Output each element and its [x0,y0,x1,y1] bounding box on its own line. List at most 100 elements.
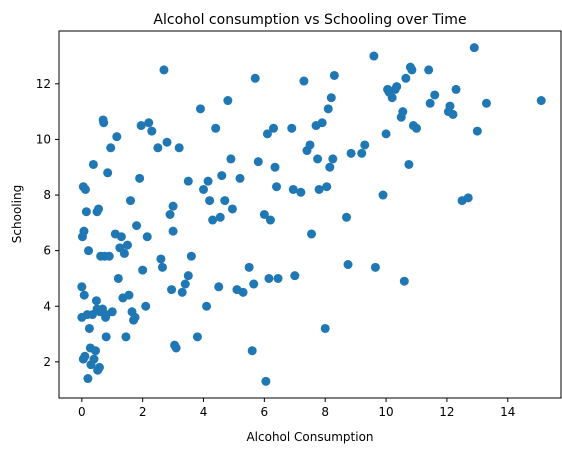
data-point [371,263,380,272]
data-point [103,168,112,177]
data-point [106,143,115,152]
data-point [108,307,117,316]
points-layer [77,43,545,386]
data-point [426,99,435,108]
data-point [296,188,305,197]
data-point [184,177,193,186]
data-point [181,280,190,289]
data-point [342,213,351,222]
data-point [85,324,94,333]
data-point [120,249,129,258]
x-tick-label: 6 [261,405,269,419]
x-tick-label: 10 [378,405,393,419]
data-point [245,263,254,272]
data-point [159,65,168,74]
data-point [430,90,439,99]
data-point [89,160,98,169]
data-point [398,107,407,116]
data-point [327,93,336,102]
data-point [473,127,482,136]
data-point [322,182,331,191]
data-point [274,274,283,283]
data-point [132,221,141,230]
data-point [147,127,156,136]
data-point [80,291,89,300]
data-point [261,377,270,386]
data-point [228,204,237,213]
data-point [272,182,281,191]
data-point [379,191,388,200]
data-point [412,124,421,133]
data-point [401,74,410,83]
data-point [131,313,140,322]
data-point [82,207,91,216]
data-point [236,174,245,183]
data-point [143,232,152,241]
data-point [193,332,202,341]
data-point [330,71,339,80]
data-point [172,343,181,352]
x-axis-label: Alcohol Consumption [246,430,373,444]
data-point [325,163,334,172]
data-point [400,277,409,286]
data-point [318,118,327,127]
y-axis-label: Schooling [10,185,24,243]
data-point [80,352,89,361]
data-point [299,77,308,86]
x-tick-label: 14 [500,405,515,419]
data-point [217,171,226,180]
data-point [290,271,299,280]
data-point [79,227,88,236]
data-point [266,216,275,225]
x-axis-ticks: 0 2 4 6 8 10 12 14 [78,398,515,419]
data-point [392,82,401,91]
data-point [175,143,184,152]
data-point [117,232,126,241]
data-point [328,154,337,163]
x-tick-label: 4 [200,405,208,419]
data-point [202,302,211,311]
data-point [178,288,187,297]
data-point [251,74,260,83]
data-point [369,52,378,61]
data-point [407,65,416,74]
y-axis-ticks: 2 4 6 8 10 12 [36,77,59,369]
data-point [163,138,172,147]
data-point [187,252,196,261]
data-point [84,246,93,255]
data-point [482,99,491,108]
data-point [360,140,369,149]
data-point [223,96,232,105]
data-point [144,118,153,127]
data-point [249,280,258,289]
data-point [239,288,248,297]
data-point [226,154,235,163]
data-point [89,355,98,364]
data-point [205,196,214,205]
data-point [153,143,162,152]
y-tick-label: 2 [43,355,51,369]
data-point [388,93,397,102]
data-point [141,302,150,311]
data-point [196,104,205,113]
data-point [169,202,178,211]
data-point [357,149,366,158]
data-point [537,96,546,105]
data-point [77,282,86,291]
data-point [382,129,391,138]
data-point [248,346,257,355]
data-point [102,332,111,341]
data-point [321,324,330,333]
data-point [94,204,103,213]
data-point [169,227,178,236]
data-point [269,124,278,133]
data-point [121,332,130,341]
data-point [167,285,176,294]
data-point [452,85,461,94]
data-point [126,196,135,205]
data-point [138,266,147,275]
x-tick-label: 8 [321,405,329,419]
data-point [124,291,133,300]
data-point [344,260,353,269]
